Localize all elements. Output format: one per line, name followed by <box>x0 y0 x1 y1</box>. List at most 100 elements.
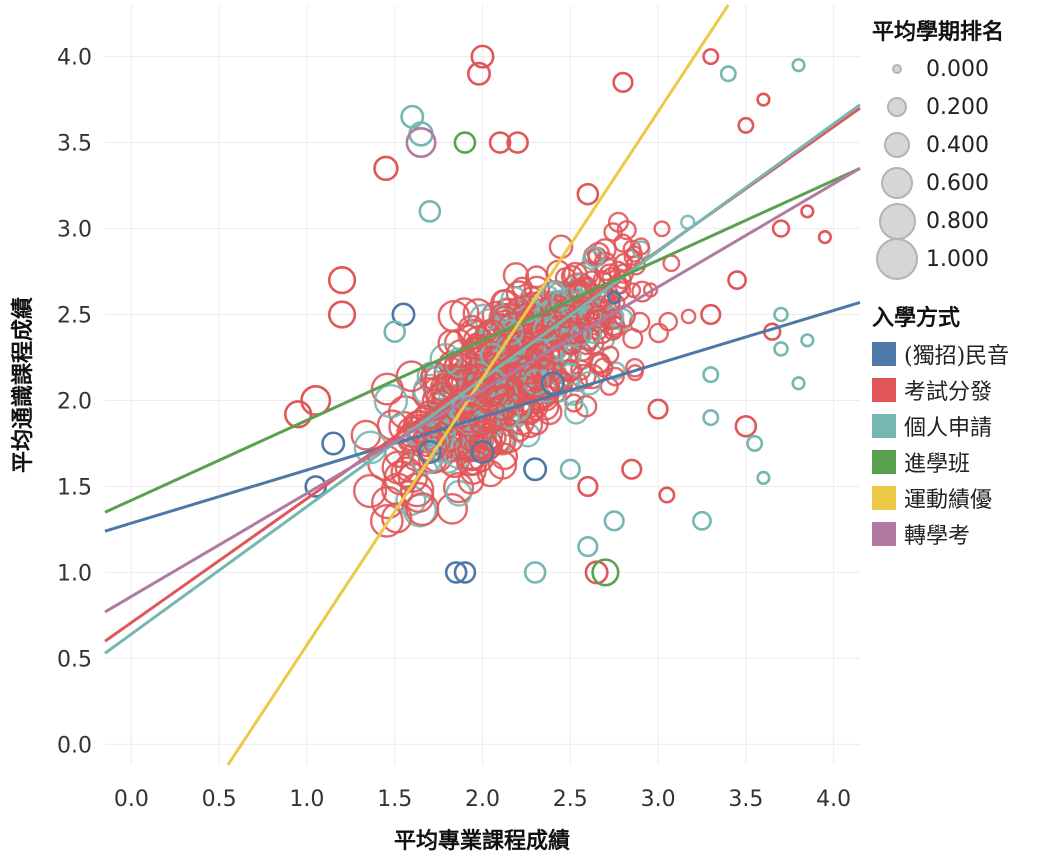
scatter-point <box>570 363 597 390</box>
scatter-point <box>522 368 550 396</box>
color-legend-item[interactable]: 考試分發 <box>872 372 1047 408</box>
size-legend-item: 0.000 <box>872 50 1047 88</box>
color-legend-label: (獨招)民音 <box>904 344 1010 369</box>
y-tick-label: 0.5 <box>57 647 92 672</box>
scatter-point <box>658 486 676 504</box>
color-swatch <box>872 414 896 438</box>
x-tick-label: 3.0 <box>641 787 676 812</box>
scatter-point <box>444 561 468 584</box>
size-swatch-circle <box>878 202 916 240</box>
scatter-point <box>442 472 475 504</box>
scatter-point <box>560 344 582 366</box>
trend-line <box>104 166 861 514</box>
scatter-point <box>702 366 720 384</box>
scatter-point <box>373 155 399 182</box>
scatter-point <box>647 398 669 420</box>
scatter-point <box>453 434 482 463</box>
scatter-point <box>631 237 651 256</box>
scatter-point <box>327 300 357 329</box>
scatter-point <box>369 503 404 538</box>
scatter-point <box>418 200 442 223</box>
scatter-point <box>532 316 558 342</box>
scatter-point <box>381 502 413 534</box>
scatter-point <box>525 265 549 289</box>
color-swatch <box>872 522 896 546</box>
x-tick-label: 3.5 <box>728 787 763 812</box>
scatter-point <box>727 270 747 291</box>
scatter-point <box>719 65 737 83</box>
scatter-point <box>457 314 486 344</box>
color-legend-item[interactable]: 個人申請 <box>872 408 1047 444</box>
scatter-point <box>476 319 506 349</box>
scatter-point <box>603 510 625 532</box>
scatter-point <box>817 230 832 245</box>
scatter-point <box>702 48 720 66</box>
size-legend-item: 0.600 <box>872 164 1047 202</box>
scatter-point <box>700 303 722 326</box>
color-legend-items: (獨招)民音考試分發 個人申請進學班運動績優轉學考 <box>872 336 1047 552</box>
x-axis-title: 平均專業課程成績 <box>394 828 570 854</box>
scatter-point <box>756 92 771 107</box>
scatter-point <box>405 127 437 159</box>
scatter-point <box>734 414 758 438</box>
scatter-point <box>576 370 602 396</box>
scatter-point <box>616 220 637 241</box>
size-swatch-circle <box>887 97 907 117</box>
y-tick-label: 2.5 <box>57 304 92 329</box>
scatter-point <box>603 321 623 341</box>
y-tick-label: 1.5 <box>57 475 92 500</box>
scatter-point <box>470 44 495 69</box>
scatter-point <box>680 308 697 325</box>
size-legend-label: 0.600 <box>926 170 989 196</box>
scatter-point <box>402 493 437 528</box>
scatter-point <box>395 360 428 393</box>
scatter-point <box>399 472 435 508</box>
x-tick-label: 1.5 <box>377 787 412 812</box>
size-legend-item: 0.200 <box>872 88 1047 126</box>
scatter-point <box>773 306 789 323</box>
scatter-point <box>800 333 815 348</box>
scatter-point <box>621 458 643 480</box>
color-swatch <box>872 486 896 510</box>
scatter-point <box>583 246 606 268</box>
y-tick-label: 1.0 <box>57 561 92 586</box>
size-legend-items: 0.000 0.200 0.400 0.600 0.800 1.000 <box>872 50 1047 280</box>
scatter-point <box>353 473 388 509</box>
scatter-point <box>436 492 469 525</box>
scatter-point <box>466 61 491 86</box>
scatter-point <box>773 341 789 357</box>
scatter-point <box>577 536 599 558</box>
color-legend-label: 運動績優 <box>904 488 993 513</box>
color-legend-label: 進學班 <box>904 452 971 477</box>
scatter-point <box>449 297 480 328</box>
size-legend-label: 0.000 <box>926 56 989 82</box>
scatter-point <box>453 561 477 584</box>
scatter-point <box>562 261 588 287</box>
scatter-point <box>648 322 670 344</box>
x-tick-label: 4.0 <box>816 787 851 812</box>
color-legend-item[interactable]: 進學班 <box>872 444 1047 480</box>
scatter-point <box>791 58 806 73</box>
x-tick-label: 1.0 <box>289 787 324 812</box>
color-legend-item[interactable]: 轉學考 <box>872 516 1047 552</box>
scatter-point <box>417 440 442 465</box>
color-legend-item[interactable]: (獨招)民音 <box>872 336 1047 372</box>
scatter-point <box>532 384 559 412</box>
scatter-point <box>581 250 602 271</box>
scatter-point <box>405 492 440 527</box>
color-legend-item[interactable]: 運動績優 <box>872 480 1047 516</box>
scatter-point <box>603 222 623 242</box>
size-legend-item: 1.000 <box>872 238 1047 280</box>
x-tick-label: 0.5 <box>202 787 237 812</box>
scatter-point <box>658 311 679 332</box>
y-tick-label: 4.0 <box>57 46 92 71</box>
scatter-point <box>559 359 583 382</box>
scatter-point <box>383 320 407 343</box>
y-tick-label: 2.0 <box>57 389 92 414</box>
size-legend-item: 0.800 <box>872 202 1047 240</box>
scatter-point <box>612 71 634 93</box>
scatter-point <box>771 219 791 238</box>
scatter-point <box>453 131 477 154</box>
scatter-point <box>373 383 408 419</box>
color-legend-title: 入學方式 <box>872 305 961 331</box>
